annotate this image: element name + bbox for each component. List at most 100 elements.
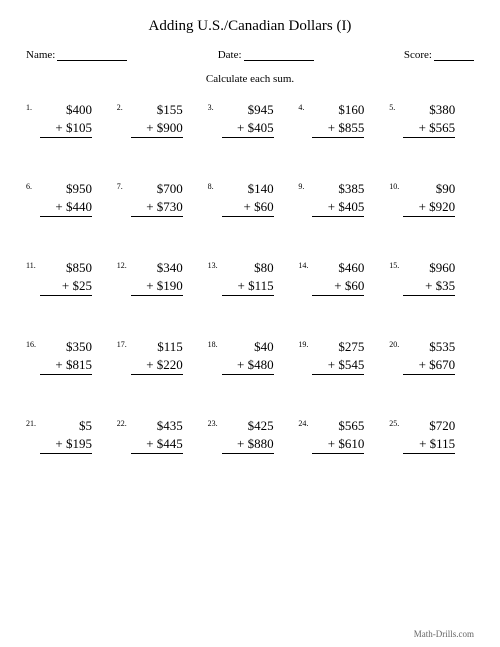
bottom-addend: + $920 (403, 198, 455, 218)
top-addend: $155 (131, 101, 183, 119)
problem-number: 11. (26, 259, 40, 270)
problem: 1.$400+ $105 (26, 101, 111, 138)
problem: 13.$80+ $115 (208, 259, 293, 296)
problem-number: 10. (389, 180, 403, 191)
problem-number: 24. (298, 417, 312, 428)
score-field: Score: (404, 49, 474, 61)
top-addend: $5 (40, 417, 92, 435)
problem-number: 3. (208, 101, 222, 112)
problem-stack: $350+ $815 (40, 338, 92, 375)
problem: 10.$90+ $920 (389, 180, 474, 217)
worksheet-page: Adding U.S./Canadian Dollars (I) Name: D… (0, 0, 500, 647)
bottom-addend: + $195 (40, 435, 92, 455)
problem-stack: $90+ $920 (403, 180, 455, 217)
score-label: Score: (404, 49, 432, 61)
problem-stack: $380+ $565 (403, 101, 455, 138)
problem: 20.$535+ $670 (389, 338, 474, 375)
bottom-addend: + $405 (222, 119, 274, 139)
problem-number: 20. (389, 338, 403, 349)
top-addend: $565 (312, 417, 364, 435)
problem: 9.$385+ $405 (298, 180, 383, 217)
bottom-addend: + $610 (312, 435, 364, 455)
top-addend: $720 (403, 417, 455, 435)
problem-number: 5. (389, 101, 403, 112)
problem-number: 8. (208, 180, 222, 191)
problem-number: 14. (298, 259, 312, 270)
problem: 23.$425+ $880 (208, 417, 293, 454)
score-underline[interactable] (434, 60, 474, 61)
problem-stack: $80+ $115 (222, 259, 274, 296)
bottom-addend: + $855 (312, 119, 364, 139)
problem-stack: $115+ $220 (131, 338, 183, 375)
top-addend: $275 (312, 338, 364, 356)
bottom-addend: + $405 (312, 198, 364, 218)
top-addend: $350 (40, 338, 92, 356)
top-addend: $425 (222, 417, 274, 435)
top-addend: $115 (131, 338, 183, 356)
problem-number: 19. (298, 338, 312, 349)
problem-number: 9. (298, 180, 312, 191)
bottom-addend: + $815 (40, 356, 92, 376)
problem-number: 17. (117, 338, 131, 349)
problem-stack: $425+ $880 (222, 417, 274, 454)
problem-number: 4. (298, 101, 312, 112)
problem: 4.$160+ $855 (298, 101, 383, 138)
problem-number: 23. (208, 417, 222, 428)
bottom-addend: + $730 (131, 198, 183, 218)
bottom-addend: + $440 (40, 198, 92, 218)
problem-stack: $460+ $60 (312, 259, 364, 296)
top-addend: $950 (40, 180, 92, 198)
problem-stack: $720+ $115 (403, 417, 455, 454)
problem-stack: $5+ $195 (40, 417, 92, 454)
problem-number: 6. (26, 180, 40, 191)
bottom-addend: + $60 (312, 277, 364, 297)
bottom-addend: + $545 (312, 356, 364, 376)
problem-stack: $435+ $445 (131, 417, 183, 454)
top-addend: $850 (40, 259, 92, 277)
problem-stack: $140+ $60 (222, 180, 274, 217)
bottom-addend: + $60 (222, 198, 274, 218)
problem-stack: $275+ $545 (312, 338, 364, 375)
problem-stack: $400+ $105 (40, 101, 92, 138)
bottom-addend: + $880 (222, 435, 274, 455)
problem: 12.$340+ $190 (117, 259, 202, 296)
problem: 24.$565+ $610 (298, 417, 383, 454)
problem-stack: $340+ $190 (131, 259, 183, 296)
top-addend: $435 (131, 417, 183, 435)
problem: 19.$275+ $545 (298, 338, 383, 375)
problem-number: 7. (117, 180, 131, 191)
bottom-addend: + $105 (40, 119, 92, 139)
problem: 25.$720+ $115 (389, 417, 474, 454)
footer-credit: Math-Drills.com (414, 629, 474, 639)
top-addend: $460 (312, 259, 364, 277)
problem: 7.$700+ $730 (117, 180, 202, 217)
bottom-addend: + $565 (403, 119, 455, 139)
problem-stack: $160+ $855 (312, 101, 364, 138)
top-addend: $385 (312, 180, 364, 198)
problem: 5.$380+ $565 (389, 101, 474, 138)
problem-stack: $850+ $25 (40, 259, 92, 296)
problem-number: 2. (117, 101, 131, 112)
date-field: Date: (218, 49, 314, 61)
problem-stack: $535+ $670 (403, 338, 455, 375)
problem-number: 22. (117, 417, 131, 428)
date-underline[interactable] (244, 60, 314, 61)
problem-stack: $700+ $730 (131, 180, 183, 217)
top-addend: $140 (222, 180, 274, 198)
top-addend: $40 (222, 338, 274, 356)
page-title: Adding U.S./Canadian Dollars (I) (26, 18, 474, 35)
name-field: Name: (26, 49, 127, 61)
bottom-addend: + $25 (40, 277, 92, 297)
name-label: Name: (26, 49, 55, 61)
problem: 18.$40+ $480 (208, 338, 293, 375)
problem-stack: $155+ $900 (131, 101, 183, 138)
top-addend: $960 (403, 259, 455, 277)
bottom-addend: + $900 (131, 119, 183, 139)
problem: 17.$115+ $220 (117, 338, 202, 375)
name-underline[interactable] (57, 60, 127, 61)
bottom-addend: + $115 (222, 277, 274, 297)
top-addend: $80 (222, 259, 274, 277)
bottom-addend: + $35 (403, 277, 455, 297)
problem-number: 1. (26, 101, 40, 112)
bottom-addend: + $115 (403, 435, 455, 455)
